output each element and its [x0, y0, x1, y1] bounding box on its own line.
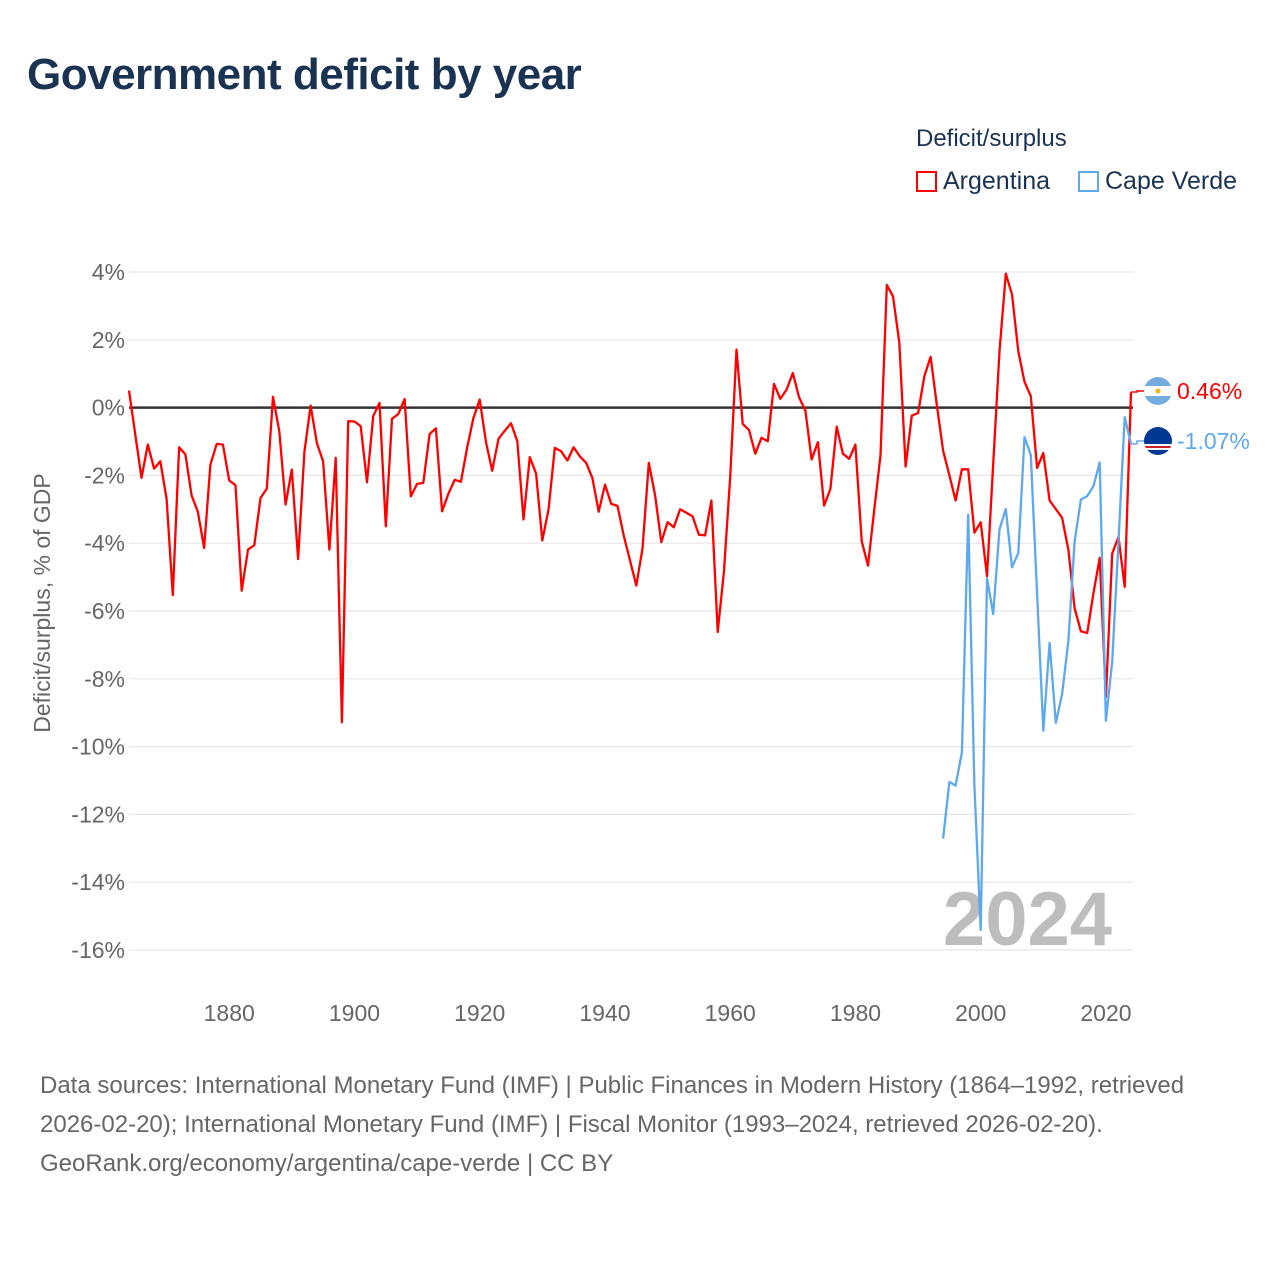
y-tick-label: -14%	[71, 869, 125, 895]
x-tick-label: 1900	[329, 1000, 380, 1026]
legend-item-cape-verde[interactable]: Cape Verde	[1078, 167, 1237, 196]
y-tick-label: -4%	[84, 530, 125, 556]
y-tick-label: -6%	[84, 598, 125, 624]
chart-title: Government deficit by year	[27, 50, 582, 99]
legend-swatch-argentina	[916, 171, 937, 192]
y-tick-label: -16%	[71, 937, 125, 963]
x-tick-label: 2020	[1080, 1000, 1131, 1026]
y-tick-label: -8%	[84, 666, 125, 692]
legend-label-argentina: Argentina	[943, 167, 1051, 195]
x-tick-label: 2000	[955, 1000, 1006, 1026]
data-sources: Data sources: International Monetary Fun…	[40, 1072, 1185, 1138]
x-tick-label: 1880	[204, 1000, 255, 1026]
legend-item-argentina[interactable]: Argentina	[916, 167, 1050, 196]
x-tick-label: 1940	[579, 1000, 630, 1026]
end-label-connector	[1131, 440, 1144, 445]
y-tick-label: -12%	[71, 801, 125, 827]
legend-label-cape-verde: Cape Verde	[1105, 167, 1238, 195]
legend-title: Deficit/surplus	[916, 125, 1067, 152]
footer: Data sources: International Monetary Fun…	[40, 1066, 1240, 1183]
y-tick-label: -2%	[84, 462, 125, 488]
legend-swatch-cape-verde	[1078, 171, 1099, 192]
series-line-argentina[interactable]	[127, 272, 1133, 724]
y-tick-label: 2%	[92, 327, 125, 353]
credit-link[interactable]: GeoRank.org/economy/argentina/cape-verde…	[40, 1150, 614, 1177]
series-line-cape-verde[interactable]	[941, 415, 1133, 932]
x-tick-label: 1920	[454, 1000, 505, 1026]
end-value-label: 0.46%	[1177, 378, 1242, 404]
x-tick-label: 1980	[830, 1000, 881, 1026]
cape-verde-flag-icon	[1144, 427, 1172, 455]
y-tick-label: 4%	[92, 259, 125, 285]
argentina-flag-icon	[1144, 377, 1172, 405]
x-tick-label: 1960	[705, 1000, 756, 1026]
y-axis-label: Deficit/surplus, % of GDP	[29, 473, 55, 732]
y-tick-label: 0%	[92, 395, 125, 421]
y-tick-label: -10%	[71, 734, 125, 760]
year-watermark: 2024	[943, 877, 1112, 962]
end-value-label: -1.07%	[1177, 428, 1250, 454]
end-label-connector	[1131, 390, 1144, 393]
